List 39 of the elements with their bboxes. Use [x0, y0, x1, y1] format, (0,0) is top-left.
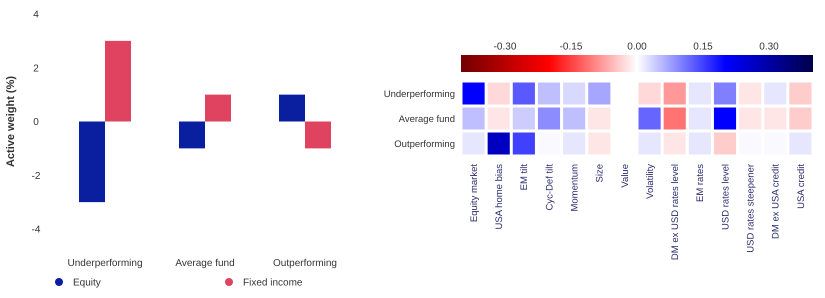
- bar: [105, 40, 131, 122]
- legend-label: Fixed income: [243, 278, 303, 288]
- y-axis-title: Active weight (%): [5, 76, 17, 168]
- x-tick-label: Volatility: [644, 164, 656, 199]
- x-tick-label: DM ex USA credit: [770, 164, 782, 239]
- x-tick-label: Cyc-Def tilt: [544, 164, 556, 210]
- x-tick-label: Momentum: [569, 164, 580, 212]
- x-tick-label: DM ex USD rates level: [670, 164, 682, 260]
- y-tick-label: Underperforming: [384, 88, 455, 100]
- color-bar-label: 0.00: [627, 42, 648, 52]
- color-bar-label: -0.30: [494, 42, 517, 52]
- x-tick-label: USA home bias: [494, 164, 506, 230]
- y-tick-label: 2: [33, 63, 40, 74]
- x-tick-label: Equity market: [468, 164, 480, 222]
- y-tick-label: 0: [33, 117, 40, 128]
- bar: [179, 122, 205, 148]
- bar: [79, 122, 105, 202]
- x-tick-label: Value: [620, 164, 631, 188]
- bar: [205, 94, 231, 122]
- color-bar-label: -0.15: [560, 42, 583, 52]
- x-tick-label: Outperforming: [273, 258, 337, 269]
- y-tick-label: Average fund: [398, 114, 455, 125]
- x-tick-label: Underperforming: [67, 258, 143, 269]
- x-tick-label: Size: [594, 164, 606, 182]
- legend-label: Equity: [73, 278, 101, 288]
- x-tick-label: Average fund: [175, 258, 235, 269]
- x-tick-label: USD rates level: [720, 164, 732, 230]
- y-tick-label: -2: [32, 170, 41, 182]
- x-tick-label: USA credit: [796, 164, 807, 209]
- bar: [279, 94, 305, 122]
- y-tick-label: -4: [32, 224, 41, 236]
- x-tick-label: USD rates steepener: [745, 164, 756, 253]
- color-bar-label: 0.30: [759, 42, 780, 52]
- y-tick-label: 4: [33, 10, 40, 20]
- color-bar-label: 0.15: [693, 42, 714, 52]
- y-tick-label: Outperforming: [394, 138, 455, 150]
- x-tick-label: EM tilt: [519, 164, 530, 190]
- x-tick-label: EM rates: [695, 164, 706, 202]
- bar: [305, 122, 331, 148]
